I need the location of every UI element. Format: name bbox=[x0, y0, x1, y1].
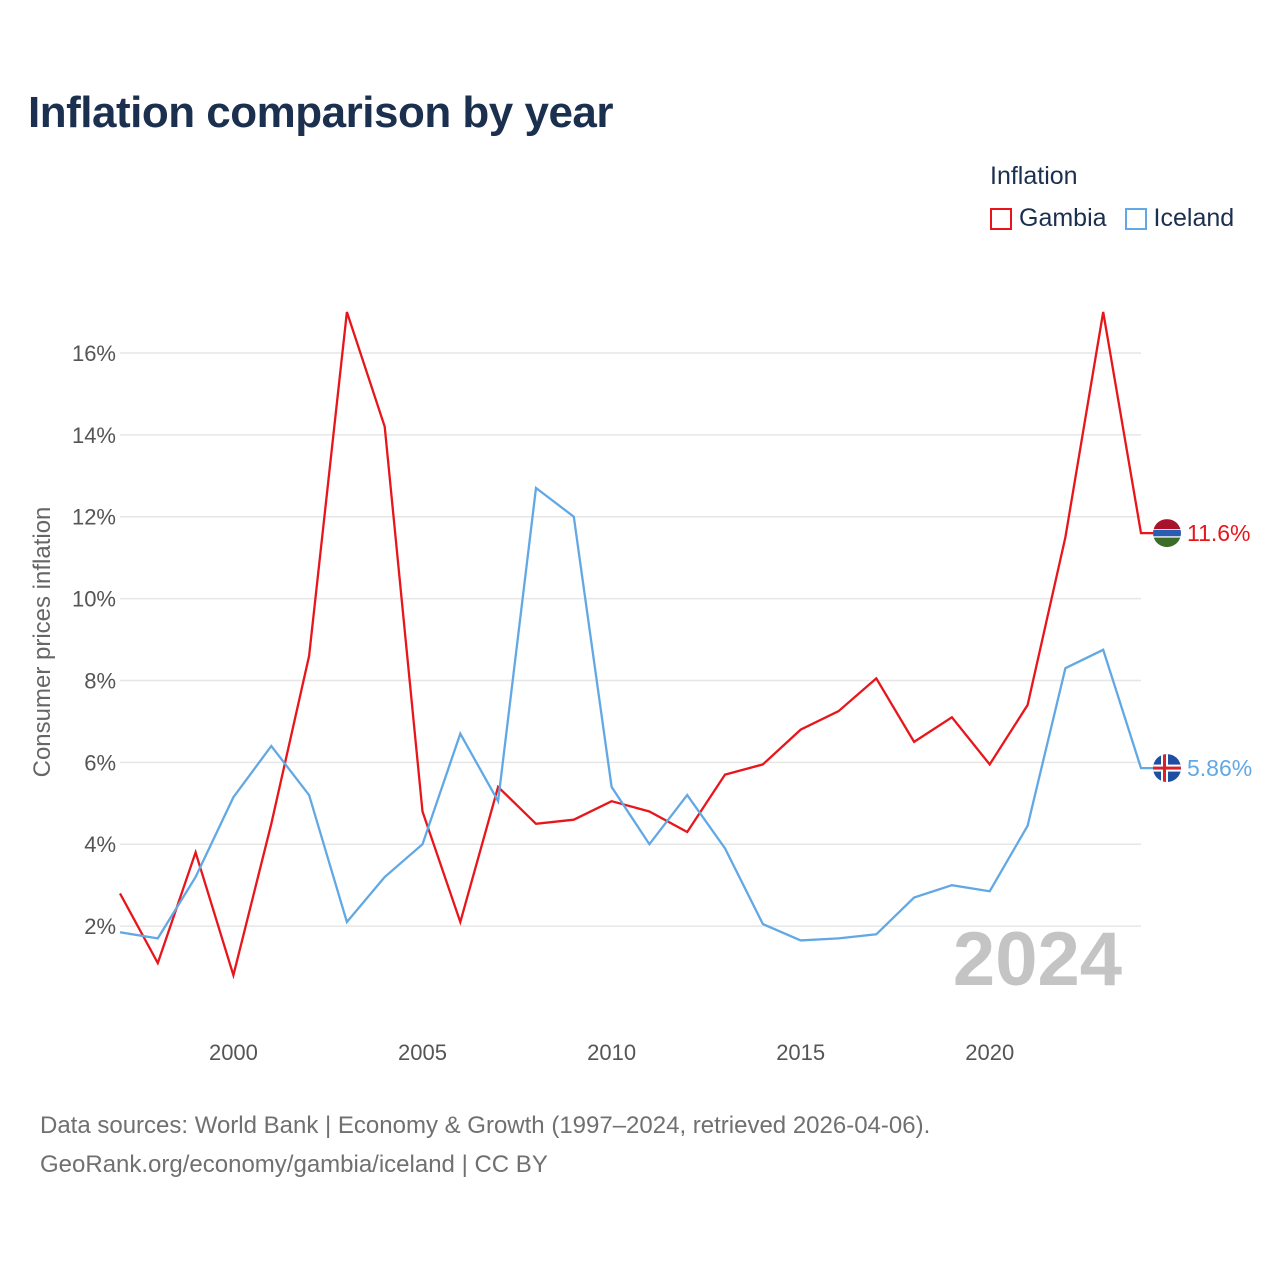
gambia-flag-icon bbox=[1153, 519, 1181, 548]
x-tick-label: 2010 bbox=[587, 1040, 636, 1065]
year-watermark: 2024 bbox=[953, 917, 1122, 1002]
end-labels: 11.6% 5.86% bbox=[1153, 519, 1252, 783]
y-tick-label: 4% bbox=[84, 832, 116, 857]
gridlines bbox=[120, 352, 1141, 927]
x-tick-label: 2005 bbox=[398, 1040, 447, 1065]
series-lines bbox=[118, 311, 1153, 980]
legend-swatch-iceland bbox=[1124, 207, 1147, 230]
y-tick-label: 2% bbox=[84, 914, 116, 939]
y-tick-label: 12% bbox=[72, 505, 116, 530]
legend-swatch-gambia bbox=[990, 207, 1012, 230]
footer: Data sources: World Bank | Economy & Gro… bbox=[40, 1106, 930, 1184]
y-axis-label: Consumer prices inflation bbox=[29, 507, 56, 778]
x-axis-ticks: 2000 2005 2010 2015 2020 bbox=[209, 1040, 1014, 1065]
x-tick-label: 2015 bbox=[776, 1040, 825, 1065]
chart-title: Inflation comparison by year bbox=[28, 88, 614, 137]
y-tick-label: 10% bbox=[72, 587, 116, 612]
x-tick-label: 2000 bbox=[209, 1040, 258, 1065]
series-line-iceland[interactable] bbox=[119, 485, 1153, 942]
footer-sources: Data sources: World Bank | Economy & Gro… bbox=[40, 1112, 931, 1139]
x-tick-label: 2020 bbox=[965, 1040, 1014, 1065]
legend-label-gambia: Gambia bbox=[1019, 204, 1107, 232]
iceland-flag-icon bbox=[1153, 754, 1181, 783]
y-tick-label: 8% bbox=[84, 668, 116, 693]
y-tick-label: 16% bbox=[72, 341, 116, 366]
legend-item-iceland[interactable]: Iceland bbox=[1124, 204, 1235, 233]
y-tick-label: 14% bbox=[72, 423, 116, 448]
legend-item-gambia[interactable]: Gambia bbox=[990, 204, 1107, 233]
y-tick-label: 6% bbox=[84, 750, 116, 775]
line-chart: 2% 4% 6% 8% 10% 12% 14% 16% 2000 2005 2010 2015 202… bbox=[29, 311, 1252, 1065]
legend-label-iceland: Iceland bbox=[1153, 204, 1235, 232]
series-line-gambia[interactable] bbox=[118, 311, 1153, 980]
end-label-iceland: 5.86% bbox=[1187, 755, 1252, 781]
legend: Gambia Iceland bbox=[990, 204, 1252, 233]
legend-title: Inflation bbox=[990, 162, 1078, 190]
end-label-gambia: 11.6% bbox=[1187, 520, 1251, 546]
footer-attribution[interactable]: GeoRank.org/economy/gambia/iceland | CC … bbox=[40, 1151, 548, 1178]
y-axis-ticks: 2% 4% 6% 8% 10% 12% 14% 16% bbox=[72, 341, 116, 939]
